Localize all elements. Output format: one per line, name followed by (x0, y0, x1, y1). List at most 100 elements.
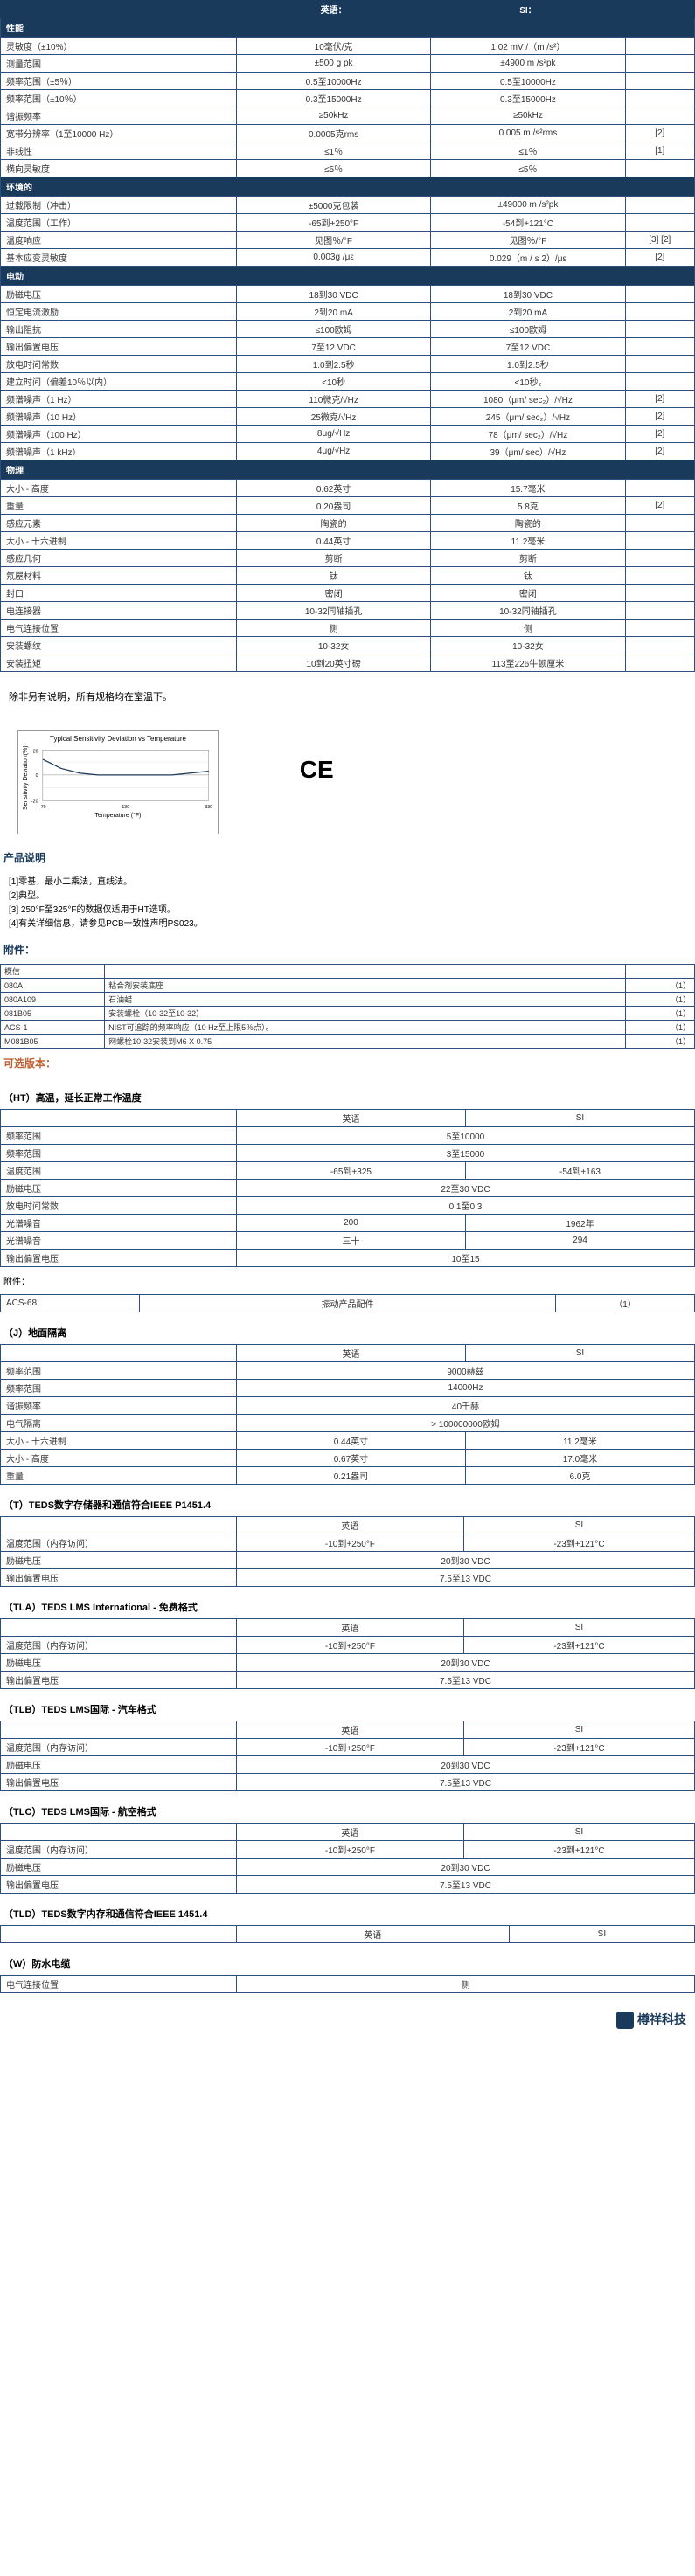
acc-qty: （1） (625, 993, 694, 1007)
spec-si: 剪断 (431, 550, 625, 567)
spec-note (625, 286, 694, 303)
acc-desc: 安装螺栓（10-32至10-32） (105, 1007, 626, 1021)
general-note: 除非另有说明，所有规格均在室温下。 (0, 672, 695, 721)
spec-note (625, 373, 694, 391)
spec-si: 18到30 VDC (431, 286, 625, 303)
t-en: 英语 (236, 1517, 463, 1534)
spec-en: 10-32同轴插孔 (236, 602, 430, 620)
w-title: （W）防水电缆 (0, 1943, 695, 1975)
spec-en: 0.5至10000Hz (236, 73, 430, 90)
chart-svg: 20 0 -20 -70 130 330 (29, 743, 213, 813)
acc-desc: 石油蜡 (105, 993, 626, 1007)
acc-code: ACS-1 (1, 1021, 105, 1035)
spec-si: 0.029（m / s 2）/με (431, 249, 625, 267)
spec-en: 8μg/√Hz (236, 426, 430, 443)
j-en: 英语 (236, 1345, 465, 1362)
spec-label: 频率范围 (1, 1362, 237, 1380)
spec-label: 励磁电压 (1, 1654, 237, 1672)
spec-en: 0.44英寸 (236, 532, 430, 550)
spec-val: 20到30 VDC (236, 1756, 694, 1774)
spec-en: 10毫伏/克 (236, 38, 430, 55)
lang-si-header: SI： (431, 1, 625, 18)
ht-acc-title: 附件： (0, 1267, 695, 1294)
spec-val: 22至30 VDC (236, 1180, 694, 1197)
spec-en: 0.3至15000Hz (236, 90, 430, 107)
spec-label: 谐振频率 (1, 107, 237, 125)
spec-label: 励磁电压 (1, 1859, 237, 1876)
spec-label: 励磁电压 (1, 1180, 237, 1197)
tla-en: 英语 (236, 1619, 463, 1637)
tlc-si: SI (463, 1824, 694, 1841)
spec-note (625, 620, 694, 637)
spec-en: 200 (236, 1215, 465, 1232)
spec-en: 密闭 (236, 585, 430, 602)
spec-label: 温度范围（内存访问） (1, 1739, 237, 1756)
spec-en: 0.44英寸 (236, 1432, 465, 1450)
ht-si: SI (465, 1110, 694, 1127)
tlc-table: 英语SI 温度范围（内存访问）-10到+250°F-23到+121°C励磁电压2… (0, 1823, 695, 1894)
spec-val: 侧 (236, 1976, 694, 1993)
spec-note (625, 73, 694, 90)
prod-note-line: [1]零基，最小二乘法，直线法。 (9, 876, 686, 890)
spec-label: 恒定电流激励 (1, 303, 237, 321)
spec-en: 10到20英寸磅 (236, 654, 430, 672)
spec-val: 0.1至0.3 (236, 1197, 694, 1215)
acc-desc: NIST可追踪的频率响应（10 Hz至上限5％点）。 (105, 1021, 626, 1035)
spec-en: ≥50kHz (236, 107, 430, 125)
ht-acc-desc: 振动产品配件 (139, 1295, 555, 1312)
spec-en: 4μg/√Hz (236, 443, 430, 460)
spec-label: 过载限制（冲击） (1, 197, 237, 214)
spec-en: -10到+250°F (236, 1841, 463, 1859)
spec-en: ≤5％ (236, 160, 430, 177)
spec-label: 频率范围 (1, 1380, 237, 1397)
spec-label: 电连接器 (1, 602, 237, 620)
spec-si: -23到+121°C (463, 1637, 694, 1654)
spec-label: 放电时间常数 (1, 356, 237, 373)
j-table: 英语SI 频率范围9000赫兹频率范围14000Hz谐振频率40千赫电气隔离> … (0, 1344, 695, 1485)
tlb-si: SI (463, 1721, 694, 1739)
spec-label: 温度范围（工作） (1, 214, 237, 232)
spec-label: 大小 - 高度 (1, 480, 237, 497)
spec-si: -23到+121°C (463, 1739, 694, 1756)
spec-si: -54到+163 (465, 1162, 694, 1180)
spec-si: ≤100欧姆 (431, 321, 625, 338)
j-si: SI (465, 1345, 694, 1362)
spec-label: 频谱噪声（10 Hz） (1, 408, 237, 426)
spec-val: 9000赫兹 (236, 1362, 694, 1380)
acc-code: 081B05 (1, 1007, 105, 1021)
spec-val: 7.5至13 VDC (236, 1876, 694, 1894)
spec-label: 励磁电压 (1, 1552, 237, 1569)
spec-label: 励磁电压 (1, 1756, 237, 1774)
lang-en-header: 英语： (236, 1, 430, 18)
acc-table: 模信080A粘合剂安装底座（1）080A109石油蜡（1）081B05安装螺栓（… (0, 964, 695, 1049)
spec-label: 温度范围（内存访问） (1, 1534, 237, 1552)
spec-si: 0.005 m /s²rms (431, 125, 625, 142)
spec-si: 5.8克 (431, 497, 625, 515)
w-table: 电气连接位置侧 (0, 1975, 695, 1993)
tld-en: 英语 (236, 1926, 509, 1943)
spec-si: -54到+121°C (431, 214, 625, 232)
spec-note (625, 107, 694, 125)
spec-label: 温度范围（内存访问） (1, 1841, 237, 1859)
spec-label: 频率范围 (1, 1145, 237, 1162)
spec-en: ±5000克包装 (236, 197, 430, 214)
spec-label: 非线性 (1, 142, 237, 160)
spec-note: [2] (625, 125, 694, 142)
spec-si: 2到20 mA (431, 303, 625, 321)
spec-note (625, 55, 694, 73)
spec-val: 20到30 VDC (236, 1654, 694, 1672)
spec-note (625, 321, 694, 338)
spec-si: 侧 (431, 620, 625, 637)
spec-val: 7.5至13 VDC (236, 1672, 694, 1689)
ht-acc-table: ACS-68 振动产品配件 （1） (0, 1294, 695, 1312)
spec-label: 频率范围 (1, 1127, 237, 1145)
spec-en: 0.0005克rms (236, 125, 430, 142)
prod-notes: [1]零基，最小二乘法，直线法。[2]典型。[3] 250°F至325°F的数据… (0, 872, 695, 935)
spec-si: 17.0毫米 (465, 1450, 694, 1467)
spec-note (625, 550, 694, 567)
spec-en: 18到30 VDC (236, 286, 430, 303)
spec-si: 10-32女 (431, 637, 625, 654)
spec-en: 10-32女 (236, 637, 430, 654)
spec-val: 10至15 (236, 1250, 694, 1267)
spec-label: 封口 (1, 585, 237, 602)
